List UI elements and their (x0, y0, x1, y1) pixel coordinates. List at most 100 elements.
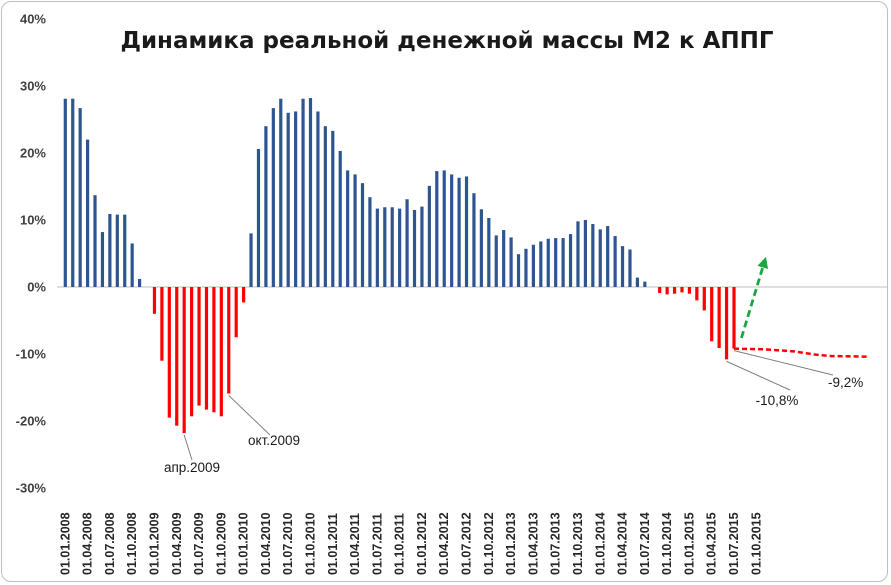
bar (665, 287, 669, 295)
bar (620, 246, 625, 287)
bar (316, 111, 320, 288)
x-tick-label: 01.10.2013 (571, 512, 585, 575)
x-tick-label: 01.10.2014 (660, 512, 674, 575)
bar (687, 287, 692, 294)
bar (100, 232, 105, 287)
bar (279, 98, 283, 287)
bar (167, 287, 171, 418)
bar (695, 287, 699, 301)
x-tick-label: 01.04.2010 (259, 512, 273, 575)
x-tick-label: 01.07.2010 (281, 512, 295, 575)
y-tick-label: 30% (20, 79, 46, 94)
annotation-leader (228, 395, 271, 436)
bars (63, 98, 736, 434)
annotation-leader (183, 434, 193, 461)
bar (613, 236, 617, 287)
x-tick-label: 01.01.2008 (58, 512, 72, 575)
bar (702, 287, 706, 311)
x-tick-label: 01.07.2012 (460, 512, 474, 575)
bar (160, 287, 164, 361)
bar (524, 248, 528, 287)
bar (487, 217, 491, 287)
bar (286, 112, 290, 287)
growth-arrow-head (757, 256, 769, 269)
x-tick-label: 01.07.2015 (727, 512, 741, 575)
bar (138, 278, 142, 287)
bar (383, 207, 387, 287)
x-tick-label: 01.10.2009 (214, 512, 228, 575)
bar (561, 238, 565, 287)
x-tick-label: 01.07.2008 (103, 512, 117, 575)
bar (464, 176, 469, 287)
x-tick-label: 01.04.2011 (348, 513, 362, 575)
bar (531, 244, 535, 287)
bar (427, 185, 431, 287)
x-tick-label: 01.07.2011 (370, 513, 384, 575)
y-tick-label: -10% (16, 347, 47, 362)
bar (420, 206, 424, 287)
x-tick-label: 01.10.2008 (125, 512, 139, 575)
bar (472, 193, 476, 287)
bar (658, 287, 662, 294)
x-tick-label: 01.04.2008 (81, 512, 95, 575)
bar (301, 98, 305, 287)
bar (123, 214, 127, 287)
bar (227, 287, 231, 394)
annotations: апр.2009 окт.2009 -10,8% -9,2% (164, 350, 863, 475)
bar (643, 281, 647, 287)
bar (724, 287, 729, 360)
y-tick-label: 10% (20, 213, 46, 228)
bar (346, 170, 350, 287)
bar (635, 277, 640, 287)
bar (375, 208, 379, 287)
bar (63, 98, 67, 287)
y-tick-label: 40% (20, 12, 46, 27)
bar (502, 230, 506, 287)
bar (554, 238, 558, 287)
x-tick-label: 01.01.2009 (147, 512, 161, 575)
bar (390, 207, 394, 287)
bar (583, 220, 587, 287)
x-axis: 01.01.2008 01.04.2008 01.07.2008 01.10.2008… (58, 512, 763, 575)
y-tick-label: -20% (16, 414, 47, 429)
bar (338, 150, 342, 287)
x-tick-label: 01.10.2010 (303, 512, 317, 575)
bar (212, 287, 216, 413)
x-tick-label: 01.01.2010 (237, 512, 251, 575)
bar (539, 241, 543, 287)
bar (405, 199, 409, 287)
annotation-label: окт.2009 (248, 433, 300, 448)
forecast-line (733, 347, 868, 358)
bar (219, 287, 223, 417)
bar (368, 197, 372, 287)
bar (85, 139, 90, 287)
bar (672, 287, 677, 294)
bar (308, 98, 313, 287)
bar (249, 233, 253, 287)
bar (442, 170, 446, 287)
bar (710, 287, 714, 342)
bar (204, 287, 209, 410)
annotation-leader (726, 360, 791, 391)
x-tick-label: 01.07.2009 (192, 512, 206, 575)
bar (190, 287, 194, 417)
annotation-label: -9,2% (828, 375, 863, 390)
bar (606, 226, 610, 287)
bar (152, 287, 157, 314)
y-tick-label: -30% (16, 481, 47, 496)
bar (264, 126, 268, 287)
bar (516, 254, 521, 287)
x-tick-label: 01.04.2014 (616, 512, 630, 575)
x-tick-label: 01.07.2014 (638, 512, 652, 575)
growth-arrow-line (740, 266, 765, 339)
x-tick-label: 01.04.2013 (526, 512, 540, 575)
bar (71, 98, 75, 287)
y-tick-label: 20% (20, 146, 46, 161)
x-tick-label: 01.01.2013 (504, 512, 518, 575)
bar (717, 287, 721, 348)
bar (628, 249, 632, 287)
bar (398, 208, 402, 287)
x-tick-label: 01.10.2015 (749, 512, 763, 575)
x-tick-label: 01.01.2014 (593, 512, 607, 575)
